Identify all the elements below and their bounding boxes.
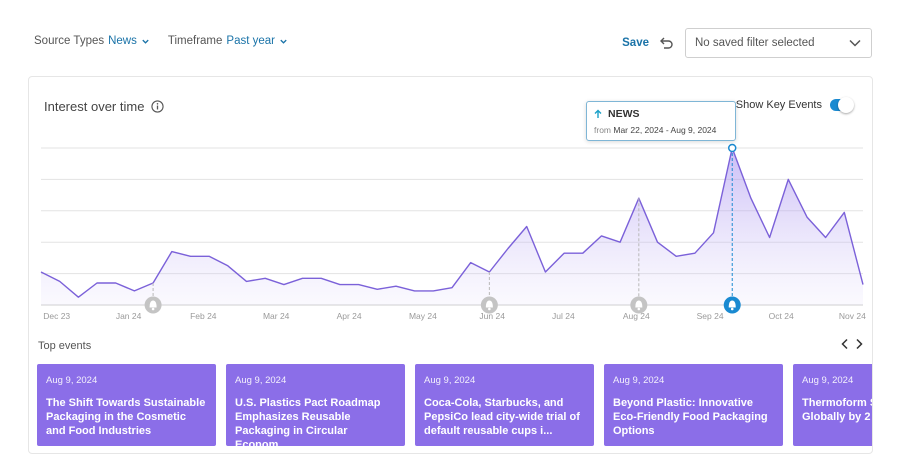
timeframe-value: Past year bbox=[226, 35, 275, 47]
event-title: Beyond Plastic: Innovative Eco-Friendly … bbox=[613, 397, 768, 437]
events-nav bbox=[840, 338, 864, 350]
chevron-down-icon bbox=[142, 39, 149, 44]
source-types-value: News bbox=[108, 35, 137, 47]
event-date: Aug 9, 2024 bbox=[613, 375, 665, 386]
event-card[interactable]: Aug 9, 2024 Beyond Plastic: Innovative Ec… bbox=[604, 364, 783, 446]
event-title: Thermoform Size to Reach Globally by 2 bbox=[802, 397, 872, 423]
x-tick-label: Jun 24 bbox=[479, 311, 505, 321]
source-types-filter[interactable]: Source Types News bbox=[34, 35, 150, 47]
interest-card: Interest over time Show Key Events Dec 2… bbox=[28, 76, 873, 454]
card-title: Interest over time bbox=[44, 99, 145, 114]
x-tick-label: Nov 24 bbox=[839, 311, 866, 321]
chevron-down-icon bbox=[849, 39, 861, 47]
series-area bbox=[41, 148, 863, 305]
x-tick-label: Jul 24 bbox=[552, 311, 575, 321]
x-tick-label: Jan 24 bbox=[116, 311, 142, 321]
filter-bar: Source Types News Timeframe Past year bbox=[34, 35, 288, 47]
chart-tooltip: NEWS from Mar 22, 2024 - Aug 9, 2024 bbox=[586, 101, 736, 141]
save-area: Save No saved filter selected bbox=[622, 28, 872, 58]
x-tick-label: Dec 23 bbox=[43, 311, 70, 321]
key-events-label: Show Key Events bbox=[735, 99, 822, 111]
x-tick-label: Oct 24 bbox=[769, 311, 794, 321]
key-events-control: Show Key Events bbox=[735, 97, 854, 113]
interest-chart: Dec 23 Jan 24 Feb 24 Mar 24 Apr 24 May 24 Jun … bbox=[40, 143, 866, 321]
x-tick-label: May 24 bbox=[409, 311, 437, 321]
events-carousel: Aug 9, 2024 The Shift Towards Sustainable… bbox=[37, 364, 872, 451]
x-tick-label: Apr 24 bbox=[337, 311, 362, 321]
timeframe-filter[interactable]: Timeframe Past year bbox=[168, 35, 288, 47]
event-card[interactable]: Aug 9, 2024 U.S. Plastics Pact Roadmap Em… bbox=[226, 364, 405, 451]
event-title: U.S. Plastics Pact Roadmap Emphasizes Re… bbox=[235, 397, 381, 451]
arrow-up-icon bbox=[594, 109, 602, 118]
card-header: Interest over time bbox=[44, 99, 165, 114]
bell-icon[interactable] bbox=[480, 296, 498, 314]
event-card[interactable]: Aug 9, 2024 Coca-Cola, Starbucks, and Pep… bbox=[415, 364, 594, 446]
tooltip-range: Mar 22, 2024 - Aug 9, 2024 bbox=[613, 125, 717, 135]
saved-filter-select[interactable]: No saved filter selected bbox=[685, 28, 872, 58]
event-date: Aug 9, 2024 bbox=[424, 375, 476, 386]
tooltip-title: NEWS bbox=[608, 108, 640, 120]
tooltip-subtitle: from Mar 22, 2024 - Aug 9, 2024 bbox=[594, 125, 728, 135]
chevron-down-icon bbox=[280, 39, 287, 44]
chevron-left-icon[interactable] bbox=[840, 338, 850, 350]
event-date: Aug 9, 2024 bbox=[235, 375, 287, 386]
series-line bbox=[40, 147, 864, 298]
info-icon[interactable] bbox=[151, 100, 165, 113]
event-card[interactable]: Aug 9, 2024 The Shift Towards Sustainable… bbox=[37, 364, 216, 446]
top-events-heading: Top events bbox=[38, 340, 92, 352]
timeframe-label: Timeframe bbox=[167, 35, 223, 47]
highlight-point bbox=[727, 143, 737, 153]
x-tick-label: Aug 24 bbox=[623, 311, 650, 321]
x-tick-label: Sep 24 bbox=[697, 311, 724, 321]
x-tick-label: Mar 24 bbox=[263, 311, 290, 321]
bell-icon[interactable] bbox=[630, 296, 648, 314]
source-types-label: Source Types bbox=[34, 35, 105, 47]
event-card[interactable]: Aug 9, 2024 Thermoform Size to Reach Glob… bbox=[793, 364, 872, 446]
bell-icon[interactable] bbox=[723, 296, 741, 314]
x-tick-label: Feb 24 bbox=[190, 311, 217, 321]
event-date: Aug 9, 2024 bbox=[46, 375, 98, 386]
event-date: Aug 9, 2024 bbox=[802, 375, 854, 386]
tooltip-from-label: from bbox=[594, 125, 611, 135]
save-button[interactable]: Save bbox=[622, 37, 649, 49]
bell-icon[interactable] bbox=[144, 296, 162, 314]
tooltip-header: NEWS bbox=[594, 108, 728, 120]
chevron-right-icon[interactable] bbox=[854, 338, 864, 350]
key-events-toggle[interactable] bbox=[830, 97, 854, 113]
saved-filter-value: No saved filter selected bbox=[695, 37, 815, 49]
undo-icon[interactable] bbox=[659, 35, 675, 51]
event-title: Coca-Cola, Starbucks, and PepsiCo lead c… bbox=[424, 397, 580, 437]
event-title: The Shift Towards Sustainable Packaging … bbox=[46, 397, 206, 437]
